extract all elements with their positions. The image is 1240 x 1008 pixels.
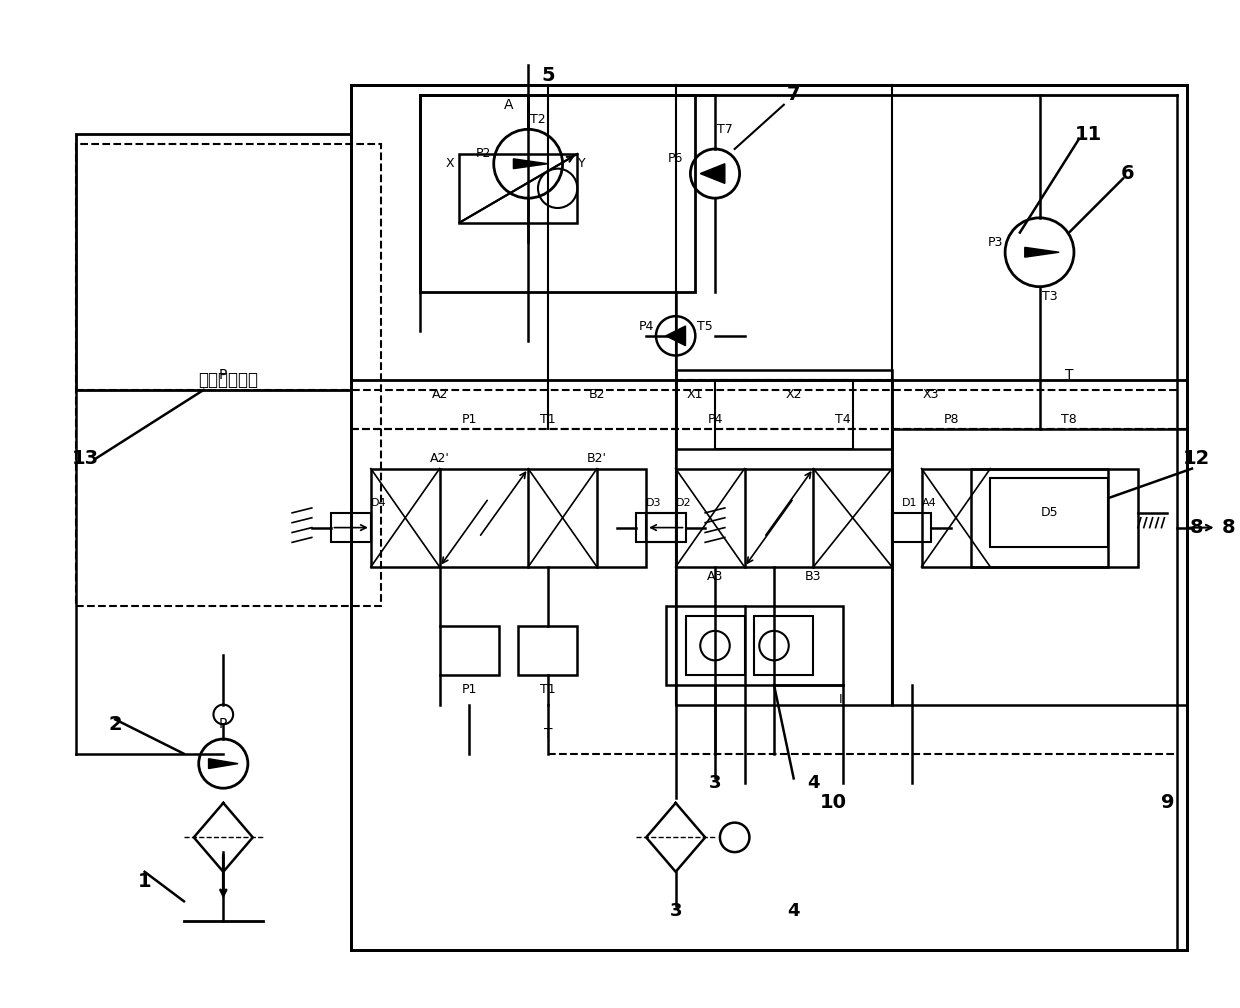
- Text: D5: D5: [1040, 506, 1058, 519]
- Text: X: X: [445, 157, 454, 170]
- Text: X3: X3: [923, 388, 940, 401]
- Bar: [676, 370, 892, 705]
- Text: Y: Y: [578, 157, 587, 170]
- Text: P1: P1: [461, 683, 477, 697]
- Text: B2: B2: [589, 388, 605, 401]
- Text: 12: 12: [1183, 450, 1210, 469]
- Text: A3: A3: [707, 571, 723, 584]
- Bar: [676, 380, 892, 449]
- Bar: [892, 513, 931, 542]
- Bar: [666, 606, 843, 685]
- Text: T1: T1: [539, 413, 556, 426]
- Text: A4: A4: [921, 498, 936, 508]
- Bar: [921, 469, 1138, 566]
- Polygon shape: [701, 163, 725, 183]
- Text: 7: 7: [787, 86, 801, 105]
- Polygon shape: [1024, 247, 1059, 257]
- Bar: [892, 429, 1187, 705]
- Bar: [331, 513, 371, 542]
- Text: A2': A2': [430, 453, 450, 466]
- Polygon shape: [513, 159, 548, 168]
- Text: B3: B3: [805, 571, 822, 584]
- Text: 8: 8: [1190, 518, 1204, 537]
- Text: 13: 13: [72, 450, 99, 469]
- Bar: [440, 626, 498, 675]
- Bar: [686, 616, 744, 675]
- Text: T7: T7: [717, 123, 733, 136]
- Text: 4: 4: [807, 774, 820, 792]
- Text: 6: 6: [1121, 164, 1135, 183]
- Bar: [636, 513, 676, 542]
- Text: T8: T8: [1061, 413, 1076, 426]
- Bar: [459, 154, 578, 223]
- Bar: [371, 469, 646, 566]
- Bar: [518, 626, 578, 675]
- Polygon shape: [208, 759, 238, 768]
- Bar: [420, 95, 696, 291]
- Bar: [646, 513, 686, 542]
- Text: I: I: [673, 694, 677, 707]
- Text: 1: 1: [138, 872, 151, 891]
- Text: D4: D4: [371, 498, 387, 508]
- Text: P4: P4: [707, 413, 723, 426]
- Text: P4: P4: [639, 320, 653, 333]
- Bar: [754, 616, 813, 675]
- Text: 3: 3: [670, 902, 682, 920]
- Text: 5: 5: [541, 66, 554, 85]
- Text: P: P: [219, 368, 227, 382]
- Text: 11: 11: [1075, 125, 1102, 144]
- Text: A: A: [503, 98, 513, 112]
- Text: 9: 9: [1161, 793, 1174, 812]
- Text: II: II: [839, 694, 847, 707]
- Bar: [971, 469, 1109, 566]
- Text: P3: P3: [987, 236, 1003, 249]
- Polygon shape: [666, 326, 686, 346]
- Text: X1: X1: [687, 388, 703, 401]
- Text: T: T: [1065, 368, 1074, 382]
- Text: 2: 2: [108, 715, 122, 734]
- Bar: [715, 380, 853, 449]
- Text: X2: X2: [785, 388, 802, 401]
- Text: B2': B2': [587, 453, 608, 466]
- Text: 4: 4: [787, 902, 800, 920]
- Text: P1: P1: [461, 413, 477, 426]
- Text: D1: D1: [901, 498, 918, 508]
- Text: P2: P2: [476, 147, 491, 160]
- Text: T1: T1: [539, 683, 556, 697]
- Text: 10: 10: [820, 793, 847, 812]
- Bar: [676, 469, 892, 566]
- Text: T5: T5: [697, 320, 713, 333]
- Text: 3: 3: [709, 774, 722, 792]
- Text: T: T: [543, 727, 552, 741]
- Text: A2: A2: [432, 388, 448, 401]
- Text: D3: D3: [646, 498, 662, 508]
- Bar: [991, 479, 1109, 547]
- Text: 8: 8: [1221, 518, 1235, 537]
- Text: T2: T2: [531, 113, 546, 126]
- Bar: [351, 85, 1187, 951]
- Text: T3: T3: [1042, 290, 1058, 303]
- Text: T4: T4: [835, 413, 851, 426]
- Text: P: P: [219, 718, 227, 731]
- Bar: [76, 144, 381, 606]
- Text: P8: P8: [944, 413, 959, 426]
- Text: P6: P6: [668, 152, 683, 165]
- Bar: [76, 134, 351, 390]
- Text: 其它工作装置: 其它工作装置: [198, 371, 258, 389]
- Text: D2: D2: [676, 498, 691, 508]
